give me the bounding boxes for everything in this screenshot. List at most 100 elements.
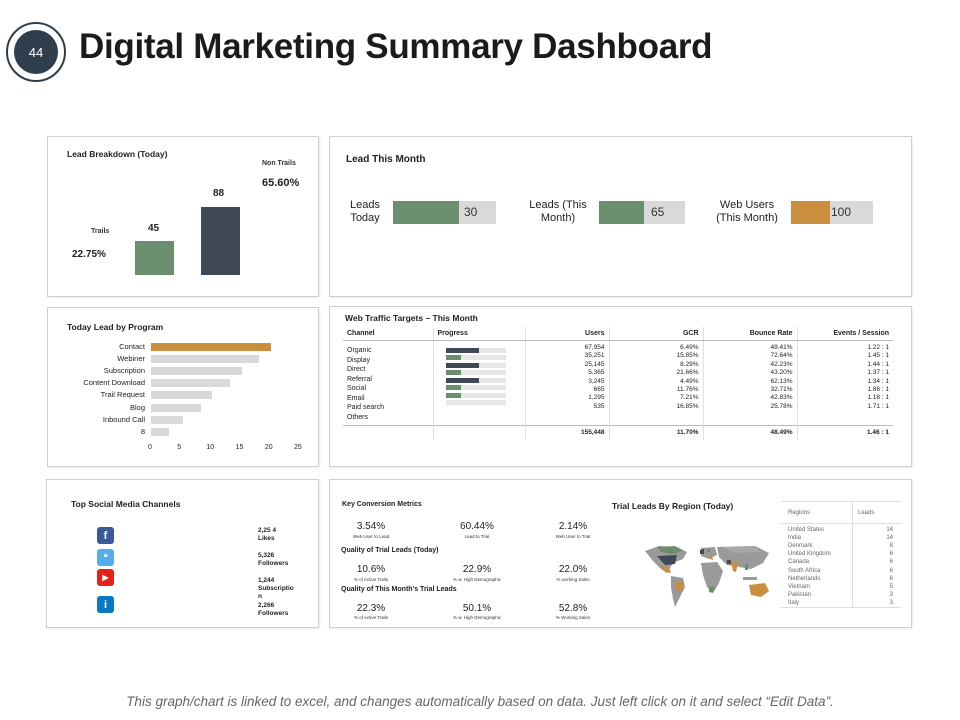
totals-row: 155,448 11.70% 48.49% 1.46 : 1 (343, 425, 893, 441)
slide-number: 44 (14, 30, 58, 74)
web-traffic-panel: Web Traffic Targets – This Month Channel… (329, 306, 912, 467)
kc-r3-l2: % Working Sales (555, 615, 591, 620)
channel-list: Organic Display Direct Referral Social Email P… (343, 341, 433, 426)
users-value: 5,365 (588, 369, 605, 377)
kc-r2-l0: % of Active Trails (353, 577, 389, 582)
channel-name: Others (347, 413, 369, 421)
progress-track (445, 400, 506, 405)
kc-r1-l0: Web User to Lead (352, 534, 390, 539)
program-label: Webiner (117, 354, 145, 364)
program-label: Trail Request (100, 390, 145, 400)
total-gcr: 11.70% (608, 425, 703, 441)
quality-trial-title: Quality of Trial Leads (Today) (341, 547, 439, 554)
page-title: Digital Marketing Summary Dashboard (79, 27, 713, 66)
users-value: 1,295 (588, 394, 605, 402)
leads-month-bar: 65 (599, 201, 685, 224)
col-gcr: GCR (608, 327, 703, 341)
lead-by-program-panel: Today Lead by Program Contact Webiner Subs… (47, 307, 319, 467)
events-value: 1.37 : 1 (867, 369, 889, 377)
progress-track (445, 385, 506, 390)
trails-label: Trails (91, 228, 110, 235)
bounce-value: 43.20% (770, 369, 793, 377)
events-value: 1.86 : 1 (867, 385, 889, 393)
x-tick-label: 10 (206, 444, 215, 451)
gcr-list: 6.49% 15.85% 8.29% 21.66% 4.49% 11.76% 7.21% 16… (608, 340, 703, 426)
region-leads: 6 (889, 559, 893, 566)
region-divider (852, 502, 853, 607)
web-traffic-title: Web Traffic Targets – This Month (345, 313, 478, 323)
kc-r3-l0: % of Active Trails (353, 615, 389, 620)
progress-fill (445, 355, 461, 360)
gcr-value: 8.29% (680, 360, 699, 368)
social-title: Top Social Media Channels (71, 499, 181, 509)
bounce-value: 42.23% (770, 360, 793, 368)
leads-today-value: 30 (464, 205, 478, 219)
region-name: Netherlands (788, 575, 821, 582)
region-name: Pakistan (788, 591, 812, 598)
progress-fill (445, 377, 479, 383)
leads-month-fill (599, 201, 644, 224)
trails-pct: 22.75% (72, 249, 106, 260)
region-name: Denmark (788, 543, 813, 550)
key-conversion-title: Key Conversion Metrics (342, 501, 422, 508)
linkedin-icon[interactable]: i (97, 596, 114, 613)
gcr-value: 7.21% (680, 394, 699, 402)
map-italy (709, 555, 713, 560)
youtube-icon[interactable]: ▶ (97, 569, 114, 586)
leads-col-header: Leads (858, 510, 875, 516)
bounce-value: 62.13% (770, 377, 793, 385)
channel-name: Referral (347, 375, 372, 383)
twitter-icon[interactable]: ❝ (97, 549, 114, 566)
footer-note: This graph/chart is linked to excel, and… (126, 694, 834, 709)
region-leads: 8 (889, 543, 893, 550)
leads-today-bar: 30 (393, 201, 496, 224)
lead-by-program-chart: Contact Webiner Subscription Content Downlo… (48, 308, 318, 466)
program-bar (151, 403, 201, 412)
web-users-bar: 100 (791, 201, 873, 224)
users-value: 67,954 (584, 344, 605, 351)
lead-breakdown-title: Lead Breakdown (Today) (67, 149, 168, 159)
gcr-value: 11.76% (676, 385, 699, 393)
kc-r2-v2: 22.0% (558, 564, 588, 575)
channel-name: Paid search (347, 404, 384, 411)
bounce-value: 42.83% (770, 394, 793, 402)
gcr-value: 4.49% (680, 377, 699, 385)
region-bottom-line (781, 607, 901, 608)
users-value: 3,245 (588, 377, 605, 385)
non-trails-value: 88 (213, 188, 225, 199)
events-value: 1.45 : 1 (867, 352, 889, 360)
events-list: 1.22 : 1 1.45 : 1 1.44 : 1 1.37 : 1 1.34 : 1… (796, 340, 893, 426)
gcr-value: 21.66% (676, 369, 699, 377)
total-bounce: 48.49% (702, 425, 797, 441)
col-users: Users (524, 327, 609, 341)
events-value: 1.22 : 1 (867, 344, 889, 351)
program-bar (151, 367, 242, 376)
events-value: 1.18 : 1 (867, 394, 889, 402)
channel-name: Organic (347, 347, 372, 354)
region-header: Regions Leads (781, 502, 901, 524)
lead-this-month-panel: Lead This Month Leads Today 30 Leads (Th… (329, 136, 912, 297)
progress-track (445, 362, 506, 368)
region-leads: 3 (889, 599, 893, 606)
x-tick-label: 15 (235, 444, 244, 451)
web-users-value: 100 (831, 205, 852, 219)
world-map (645, 546, 769, 607)
kc-r2-l2: % working Sales (556, 577, 590, 582)
map-mexico (661, 566, 671, 573)
region-name: South Africa (788, 567, 821, 574)
youtube-subscriptions: 1,244 Subscriptio n (258, 577, 294, 600)
progress-list (432, 340, 525, 426)
kc-r3-v0: 22.3% (356, 603, 386, 614)
lead-this-month-title: Lead This Month (346, 154, 426, 165)
lead-by-program-title: Today Lead by Program (67, 322, 164, 332)
kc-r1-l2: Web User to Trial (555, 534, 591, 539)
conversion-region-panel: Key Conversion Metrics 3.54% Web User to… (329, 479, 912, 628)
region-table: Regions Leads United States 14 India 14 Denm… (781, 501, 901, 618)
map-india (731, 562, 738, 572)
map-pakistan (727, 560, 731, 564)
col-progress: Progress (432, 327, 525, 341)
facebook-icon[interactable]: f (97, 527, 114, 544)
leads-today-fill (393, 201, 459, 224)
kc-r2-v1: 22.9% (462, 564, 492, 575)
non-trails-pct: 65.60% (262, 177, 300, 189)
